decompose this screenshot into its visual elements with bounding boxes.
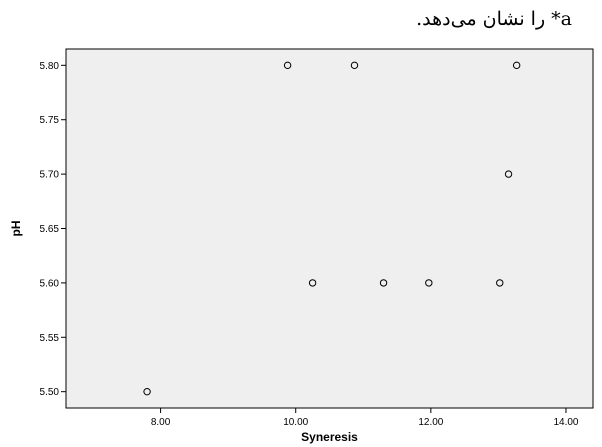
x-axis: 8.00 10.00 12.00 14.00 — [151, 408, 579, 428]
x-tick-label: 10.00 — [283, 417, 308, 428]
y-tick-label: 5.75 — [40, 115, 60, 126]
data-point — [283, 61, 292, 70]
y-tick-label: 5.60 — [40, 278, 60, 289]
data-point — [504, 170, 513, 178]
data-point — [379, 279, 388, 287]
y-tick-label: 5.80 — [40, 61, 60, 72]
y-tick-label: 5.65 — [40, 224, 60, 235]
y-axis: 5.50 5.55 5.60 5.65 5.70 5.75 5.80 — [40, 61, 66, 398]
x-tick-label: 14.00 — [553, 417, 578, 428]
data-point — [512, 61, 521, 70]
x-tick-label: 8.00 — [151, 417, 171, 428]
data-point — [496, 279, 504, 287]
caption-text: a* را نشان می‌دهد. — [416, 8, 572, 30]
data-point — [308, 279, 317, 287]
x-tick-label: 12.00 — [418, 417, 443, 428]
plot-area — [65, 48, 594, 409]
data-point — [425, 279, 433, 287]
y-tick-label: 5.50 — [40, 387, 60, 398]
y-tick-label: 5.70 — [40, 170, 60, 181]
data-point — [143, 387, 151, 396]
data-point — [350, 61, 359, 70]
x-axis-title: Syneresis — [301, 430, 358, 444]
y-axis-title: pH — [9, 221, 23, 237]
data-points — [143, 61, 521, 396]
y-tick-label: 5.55 — [40, 333, 60, 344]
